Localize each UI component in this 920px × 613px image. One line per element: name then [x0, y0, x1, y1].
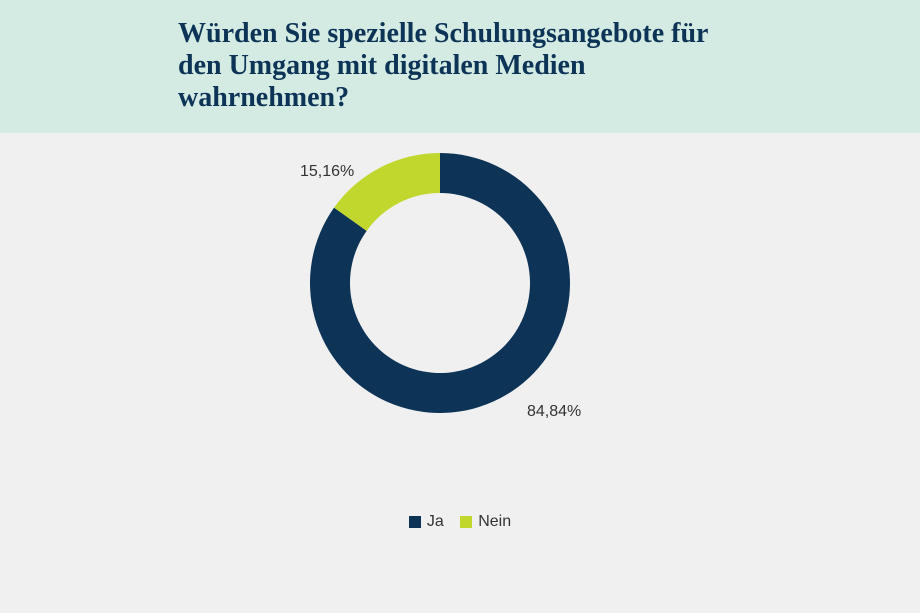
header-bar: Würden Sie spezielle Schulungsangebote f… [0, 0, 920, 133]
legend: Ja Nein [0, 503, 920, 533]
legend-item-ja: Ja [409, 513, 444, 531]
legend-label-nein: Nein [478, 513, 511, 531]
legend-label-ja: Ja [427, 513, 444, 531]
legend-item-nein: Nein [460, 513, 511, 531]
donut-chart [310, 153, 570, 413]
slice-label-ja: 84,84% [527, 403, 581, 421]
slice-label-nein: 15,16% [300, 163, 354, 181]
chart-area: 15,16% 84,84% Ja Nein [0, 133, 920, 533]
legend-swatch-ja [409, 516, 421, 528]
legend-swatch-nein [460, 516, 472, 528]
chart-wrap: 15,16% 84,84% [0, 133, 920, 503]
chart-title: Würden Sie spezielle Schulungsangebote f… [178, 18, 738, 115]
